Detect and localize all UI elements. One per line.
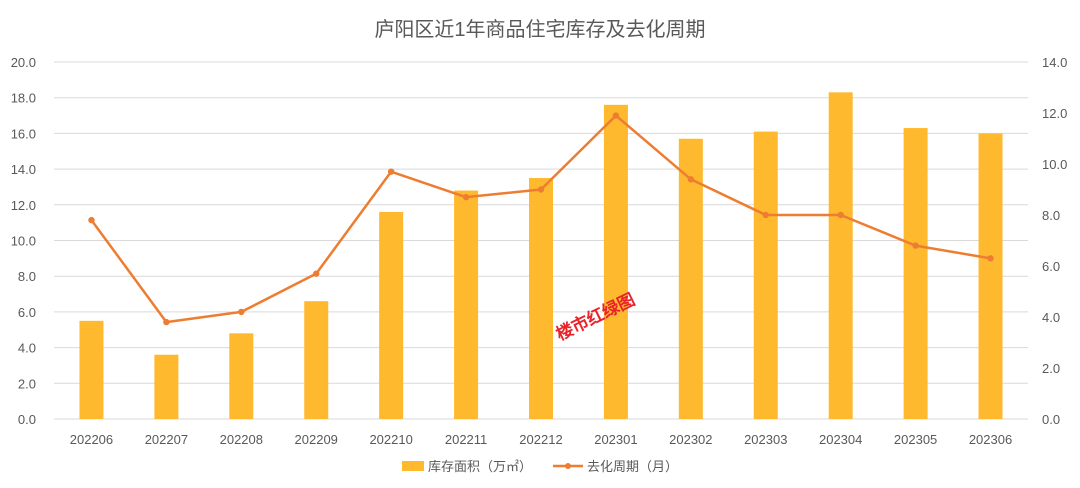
x-axis-tick-label: 202208 (220, 432, 263, 447)
line-point (537, 186, 545, 193)
right-axis-tick-label: 2.0 (1042, 361, 1060, 376)
x-axis-tick-label: 202304 (819, 432, 862, 447)
bar-series (79, 92, 1003, 420)
x-axis-tick-label: 202303 (744, 432, 787, 447)
bar (379, 211, 404, 419)
bar (79, 320, 104, 419)
x-axis-tick-label: 202302 (669, 432, 712, 447)
left-axis-tick-label: 12.0 (11, 198, 36, 213)
x-axis-tick-label: 202306 (969, 432, 1012, 447)
x-axis-tick-label: 202211 (445, 432, 487, 447)
left-axis-ticks: 0.0 2.0 4.0 6.0 8.0 10.0 12.0 14.0 16.0 18.0 20.0 (11, 55, 36, 427)
left-axis-tick-label: 10.0 (11, 234, 36, 249)
right-axis-tick-label: 6.0 (1042, 259, 1060, 274)
left-axis-tick-label: 14.0 (11, 162, 36, 177)
bar (978, 133, 1003, 419)
x-axis-tick-label: 202305 (894, 432, 937, 447)
right-axis-ticks: 0.0 2.0 4.0 6.0 8.0 10.0 12.0 14.0 (1042, 55, 1067, 427)
left-axis-tick-label: 0.0 (18, 412, 36, 427)
left-axis-tick-label: 6.0 (18, 305, 36, 320)
x-axis-tick-label: 202206 (70, 432, 113, 447)
bar (529, 178, 553, 419)
legend-label-line: 去化周期（月） (587, 459, 678, 474)
left-axis-tick-label: 18.0 (11, 91, 36, 106)
line-point (387, 168, 395, 175)
line-point (912, 242, 919, 249)
x-axis-tick-label: 202207 (145, 432, 188, 447)
line-point (837, 211, 844, 219)
x-axis-ticks: 202206 202207 202208 202209 202210 202211 2022… (70, 432, 1012, 447)
x-axis-tick-label: 202210 (369, 432, 412, 447)
right-axis-tick-label: 4.0 (1042, 310, 1060, 325)
line-point (762, 211, 769, 219)
line-point (462, 193, 470, 201)
legend-swatch-bar (402, 461, 424, 471)
line-series (88, 112, 994, 326)
left-axis-tick-label: 4.0 (18, 341, 36, 356)
right-axis-tick-label: 14.0 (1042, 55, 1067, 70)
bar (454, 190, 479, 419)
line-point (163, 318, 170, 326)
left-axis-tick-label: 20.0 (11, 55, 36, 70)
left-axis-tick-label: 8.0 (18, 269, 36, 284)
bar (154, 354, 179, 419)
right-axis-tick-label: 12.0 (1042, 106, 1067, 121)
legend-swatch-marker (565, 463, 571, 469)
bar (304, 301, 329, 419)
bar (603, 104, 628, 419)
right-axis-tick-label: 10.0 (1042, 157, 1067, 172)
bar (753, 131, 778, 420)
legend-label-bar: 库存面积（万㎡） (428, 459, 532, 474)
right-axis-tick-label: 8.0 (1042, 208, 1060, 223)
left-axis-tick-label: 16.0 (11, 126, 36, 141)
line-point (612, 112, 620, 119)
line-point (238, 308, 245, 316)
line-point (88, 216, 95, 224)
legend: 库存面积（万㎡） 去化周期（月） (402, 459, 678, 474)
bar (828, 92, 853, 419)
line-point (687, 176, 695, 183)
bar (678, 138, 703, 419)
bar (903, 128, 928, 420)
x-axis-tick-label: 202212 (519, 432, 562, 447)
bar (229, 333, 254, 419)
line-point (987, 255, 994, 262)
right-axis-tick-label: 0.0 (1042, 412, 1060, 427)
x-axis-tick-label: 202301 (594, 432, 637, 447)
x-axis-tick-label: 202209 (295, 432, 338, 447)
line-point (313, 270, 320, 277)
chart-title: 庐阳区近1年商品住宅库存及去化周期 (374, 18, 705, 41)
left-axis-tick-label: 2.0 (18, 376, 36, 391)
